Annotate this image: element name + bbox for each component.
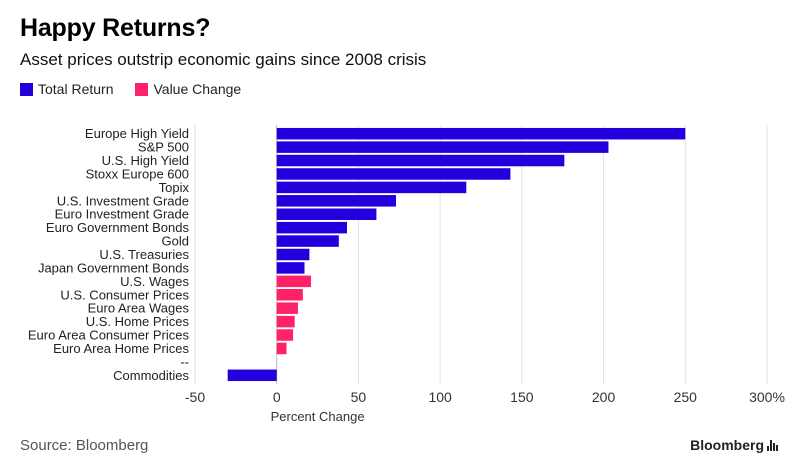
bar: [276, 221, 347, 234]
bar: [276, 248, 310, 261]
category-label: Euro Government Bonds: [46, 220, 190, 235]
category-label: Commodities: [113, 368, 189, 383]
bar: [276, 168, 511, 180]
legend-label-total-return: Total Return: [38, 81, 114, 97]
bar: [276, 141, 609, 153]
legend: Total Return Value Change: [20, 81, 263, 97]
bar: [276, 289, 303, 301]
bar-chart-icon: [767, 439, 778, 451]
x-tick-label: 50: [351, 389, 367, 405]
category-label: Euro Area Home Prices: [53, 341, 189, 356]
x-tick-label: 150: [510, 389, 534, 405]
bar: [276, 154, 565, 167]
bar: [276, 195, 397, 207]
category-label: Gold: [162, 234, 189, 249]
category-label: Europe High Yield: [85, 126, 189, 141]
legend-swatch-total-return: [20, 82, 33, 96]
bar: [276, 342, 287, 355]
x-tick-label: 200: [592, 389, 616, 405]
legend-item-total-return: Total Return: [20, 81, 113, 97]
bar: [276, 235, 339, 247]
category-label: Stoxx Europe 600: [86, 166, 189, 181]
bar: [276, 208, 377, 220]
brand-name: Bloomberg: [690, 437, 764, 453]
category-label: S&P 500: [138, 140, 189, 155]
legend-item-value-change: Value Change: [135, 81, 241, 97]
category-label: --: [180, 354, 189, 369]
legend-swatch-value-change: [135, 82, 149, 96]
x-tick-label: -50: [185, 389, 205, 405]
source-note: Source: Bloomberg: [20, 437, 149, 454]
bar: [276, 329, 294, 341]
chart-subtitle: Asset prices outstrip economic gains sin…: [20, 50, 427, 69]
category-label: Topix: [159, 180, 190, 195]
bar: [227, 369, 277, 382]
x-tick-label: 250: [674, 389, 698, 405]
bar: [276, 127, 686, 140]
legend-label-value-change: Value Change: [153, 81, 242, 97]
bar: [276, 275, 312, 288]
category-label: Euro Area Consumer Prices: [28, 328, 190, 343]
category-label: U.S. High Yield: [102, 153, 189, 168]
bar: [276, 181, 467, 194]
bar: [276, 302, 298, 314]
bar: [276, 262, 305, 274]
x-tick-label: 100: [428, 389, 452, 405]
category-label: Japan Government Bonds: [38, 260, 190, 275]
chart-title: Happy Returns?: [20, 14, 211, 42]
x-tick-label: 0: [273, 389, 281, 405]
x-axis-label: Percent Change: [271, 409, 365, 424]
category-label: U.S. Home Prices: [86, 314, 190, 329]
category-label: U.S. Wages: [120, 274, 189, 289]
x-tick-label: 300%: [749, 389, 785, 405]
bar: [276, 315, 295, 328]
brand-logo: Bloomberg: [690, 437, 778, 453]
category-label: Euro Investment Grade: [55, 207, 189, 222]
category-label: Euro Area Wages: [88, 301, 190, 316]
category-label: U.S. Consumer Prices: [60, 287, 189, 302]
category-label: U.S. Treasuries: [99, 247, 189, 262]
category-label: U.S. Investment Grade: [57, 193, 189, 208]
